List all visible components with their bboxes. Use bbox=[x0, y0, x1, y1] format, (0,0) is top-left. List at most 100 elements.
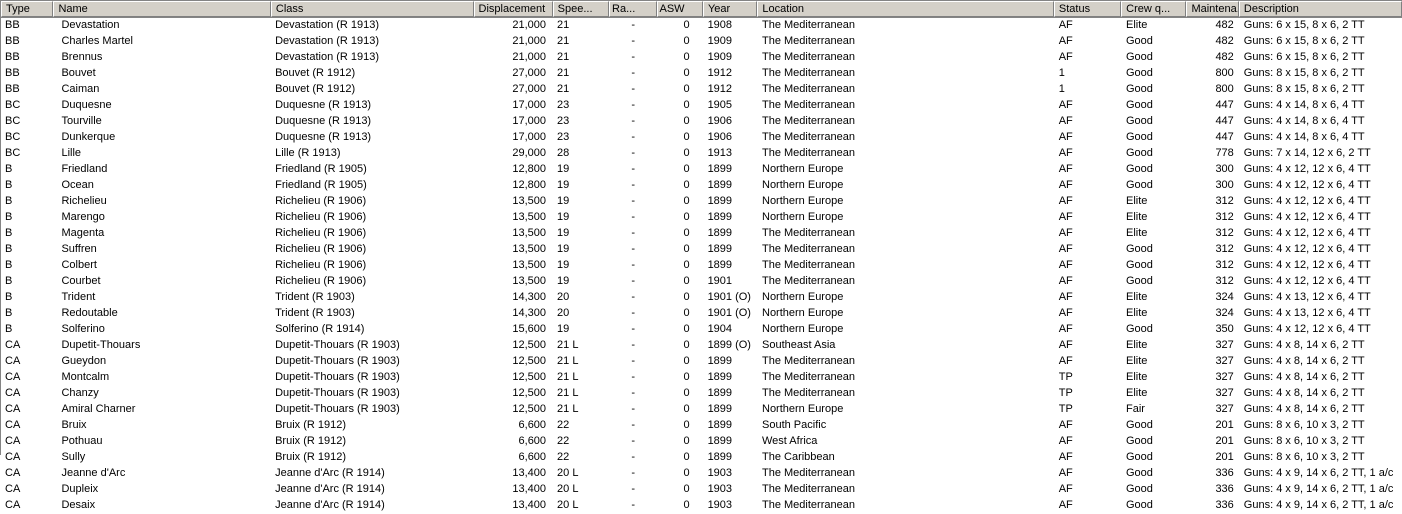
cell-type: BC bbox=[5, 131, 21, 143]
cell-maintenance: 447 bbox=[1215, 99, 1234, 111]
cell-year: 1899 bbox=[707, 403, 733, 415]
cell-asw: 0 bbox=[683, 147, 690, 159]
cell-name: Dupetit-Thouars bbox=[61, 339, 141, 351]
cell-name: Redoutable bbox=[61, 307, 118, 319]
cell-speed: 22 bbox=[557, 419, 570, 431]
table-row[interactable]: BC Duquesne Duquesne (R 1913) 17,000 23 - 0 190… bbox=[1, 98, 1402, 114]
table-row[interactable]: BB Charles Martel Devastation (R 1913) 21,0… bbox=[1, 34, 1402, 50]
cell-year: 1899 bbox=[707, 435, 733, 447]
column-header-class[interactable]: Class bbox=[270, 1, 474, 17]
table-row[interactable]: CA Jeanne d'Arc Jeanne d'Arc (R 1914) 13,40… bbox=[1, 466, 1402, 482]
table-row[interactable]: BC Tourville Duquesne (R 1913) 17,000 23 - 0 19… bbox=[1, 114, 1402, 130]
cell-type: CA bbox=[5, 483, 21, 495]
cell-type: CA bbox=[5, 467, 21, 479]
table-row[interactable]: B Colbert Richelieu (R 1906) 13,500 19 - 0 1899… bbox=[1, 258, 1402, 274]
cell-asw: 0 bbox=[683, 99, 690, 111]
cell-crew: Good bbox=[1126, 99, 1153, 111]
cell-class: Richelieu (R 1906) bbox=[275, 211, 367, 223]
cell-maintenance: 800 bbox=[1215, 83, 1234, 95]
table-row[interactable]: BC Lille Lille (R 1913) 29,000 28 - 0 1913 The M… bbox=[1, 146, 1402, 162]
cell-maintenance: 350 bbox=[1215, 323, 1234, 335]
cell-location: The Mediterranean bbox=[762, 467, 855, 479]
cell-type: B bbox=[5, 307, 13, 319]
cell-location: The Mediterranean bbox=[762, 227, 855, 239]
column-header-speed[interactable]: Spee... bbox=[552, 1, 610, 17]
column-header-crew-quality[interactable]: Crew q... bbox=[1121, 1, 1187, 17]
column-header-asw[interactable]: ASW bbox=[656, 1, 703, 17]
cell-type: B bbox=[5, 323, 13, 335]
cell-speed: 23 bbox=[557, 99, 570, 111]
cell-speed: 23 bbox=[557, 131, 570, 143]
table-row[interactable]: B Courbet Richelieu (R 1906) 13,500 19 - 0 1901… bbox=[1, 274, 1402, 290]
cell-status: AF bbox=[1058, 355, 1073, 367]
cell-maintenance: 201 bbox=[1215, 451, 1234, 463]
column-header-location[interactable]: Location bbox=[757, 1, 1054, 17]
table-row[interactable]: B Marengo Richelieu (R 1906) 13,500 19 - 0 1899… bbox=[1, 210, 1402, 226]
cell-description: Guns: 4 x 12, 12 x 6, 4 TT bbox=[1243, 179, 1371, 191]
table-row[interactable]: CA Amiral Charner Dupetit-Thouars (R 1903)… bbox=[1, 402, 1402, 418]
column-header-displacement[interactable]: Displacement bbox=[473, 1, 553, 17]
cell-maintenance: 201 bbox=[1215, 419, 1234, 431]
table-row[interactable]: CA Sully Bruix (R 1912) 6,600 22 - 0 1899 The Ca… bbox=[1, 450, 1402, 466]
cell-maintenance: 327 bbox=[1215, 355, 1234, 367]
cell-type: CA bbox=[5, 387, 21, 399]
cell-location: The Mediterranean bbox=[762, 115, 855, 127]
column-header-status[interactable]: Status bbox=[1053, 1, 1122, 17]
table-row[interactable]: B Trident Trident (R 1903) 14,300 20 - 0 1901 (… bbox=[1, 290, 1402, 306]
table-row[interactable]: CA Gueydon Dupetit-Thouars (R 1903) 12,500 2… bbox=[1, 354, 1402, 370]
cell-displacement: 27,000 bbox=[512, 67, 547, 79]
cell-displacement: 12,500 bbox=[512, 403, 547, 415]
table-row[interactable]: CA Dupleix Jeanne d'Arc (R 1914) 13,400 20 L… bbox=[1, 482, 1402, 498]
cell-name: Jeanne d'Arc bbox=[61, 467, 126, 479]
cell-range: - bbox=[631, 499, 636, 511]
table-row[interactable]: B Solferino Solferino (R 1914) 15,600 19 - 0 19… bbox=[1, 322, 1402, 338]
table-row[interactable]: B Richelieu Richelieu (R 1906) 13,500 19 - 0 18… bbox=[1, 194, 1402, 210]
cell-location: The Mediterranean bbox=[762, 51, 855, 63]
cell-description: Guns: 4 x 8, 14 x 6, 2 TT bbox=[1243, 403, 1365, 415]
column-header-range[interactable]: Ra... bbox=[609, 1, 657, 17]
cell-speed: 21 bbox=[557, 35, 570, 47]
cell-speed: 20 L bbox=[557, 467, 579, 479]
cell-crew: Good bbox=[1126, 67, 1153, 79]
table-row[interactable]: B Friedland Friedland (R 1905) 12,800 19 - 0 18… bbox=[1, 162, 1402, 178]
table-row[interactable]: CA Desaix Jeanne d'Arc (R 1914) 13,400 20 L -… bbox=[1, 498, 1402, 514]
column-header-year[interactable]: Year bbox=[702, 1, 758, 17]
column-header-name[interactable]: Name bbox=[53, 1, 271, 17]
column-header-maintenance[interactable]: Maintena... bbox=[1186, 1, 1239, 17]
table-row[interactable]: BB Caiman Bouvet (R 1912) 27,000 21 - 0 1912 The… bbox=[1, 82, 1402, 98]
table-row[interactable]: BC Dunkerque Duquesne (R 1913) 17,000 23 - 0 19… bbox=[1, 130, 1402, 146]
cell-class: Richelieu (R 1906) bbox=[275, 227, 367, 239]
table-row[interactable]: BB Brennus Devastation (R 1913) 21,000 21 - 0 1… bbox=[1, 50, 1402, 66]
table-row[interactable]: B Magenta Richelieu (R 1906) 13,500 19 - 0 1899… bbox=[1, 226, 1402, 242]
table-row[interactable]: CA Montcalm Dupetit-Thouars (R 1903) 12,500… bbox=[1, 370, 1402, 386]
cell-year: 1899 (O) bbox=[707, 339, 751, 351]
table-row[interactable]: BB Devastation Devastation (R 1913) 21,000 2… bbox=[1, 18, 1402, 34]
cell-crew: Good bbox=[1126, 35, 1153, 47]
cell-status: 1 bbox=[1058, 83, 1065, 95]
cell-crew: Good bbox=[1126, 259, 1153, 271]
table-row[interactable]: CA Chanzy Dupetit-Thouars (R 1903) 12,500 21… bbox=[1, 386, 1402, 402]
cell-location: The Mediterranean bbox=[762, 483, 855, 495]
column-header-description[interactable]: Description bbox=[1238, 1, 1402, 17]
cell-year: 1899 bbox=[707, 387, 733, 399]
cell-range: - bbox=[631, 355, 636, 367]
table-row[interactable]: B Redoutable Trident (R 1903) 14,300 20 - 0 190… bbox=[1, 306, 1402, 322]
column-header-type[interactable]: Type bbox=[1, 1, 54, 17]
cell-status: AF bbox=[1058, 467, 1073, 479]
cell-name: Bruix bbox=[61, 419, 87, 431]
cell-maintenance: 336 bbox=[1215, 467, 1234, 479]
cell-name: Richelieu bbox=[61, 195, 107, 207]
cell-maintenance: 482 bbox=[1215, 19, 1234, 31]
cell-type: BB bbox=[5, 67, 20, 79]
table-row[interactable]: CA Dupetit-Thouars Dupetit-Thouars (R 1903… bbox=[1, 338, 1402, 354]
cell-displacement: 12,500 bbox=[512, 355, 547, 367]
table-row[interactable]: CA Bruix Bruix (R 1912) 6,600 22 - 0 1899 South … bbox=[1, 418, 1402, 434]
cell-name: Marengo bbox=[61, 211, 105, 223]
table-row[interactable]: BB Bouvet Bouvet (R 1912) 27,000 21 - 0 1912 The… bbox=[1, 66, 1402, 82]
cell-asw: 0 bbox=[683, 115, 690, 127]
cell-maintenance: 327 bbox=[1215, 387, 1234, 399]
table-row[interactable]: B Suffren Richelieu (R 1906) 13,500 19 - 0 1899… bbox=[1, 242, 1402, 258]
table-row[interactable]: B Ocean Friedland (R 1905) 12,800 19 - 0 1899 No… bbox=[1, 178, 1402, 194]
table-row[interactable]: CA Pothuau Bruix (R 1912) 6,600 22 - 0 1899 West… bbox=[1, 434, 1402, 450]
